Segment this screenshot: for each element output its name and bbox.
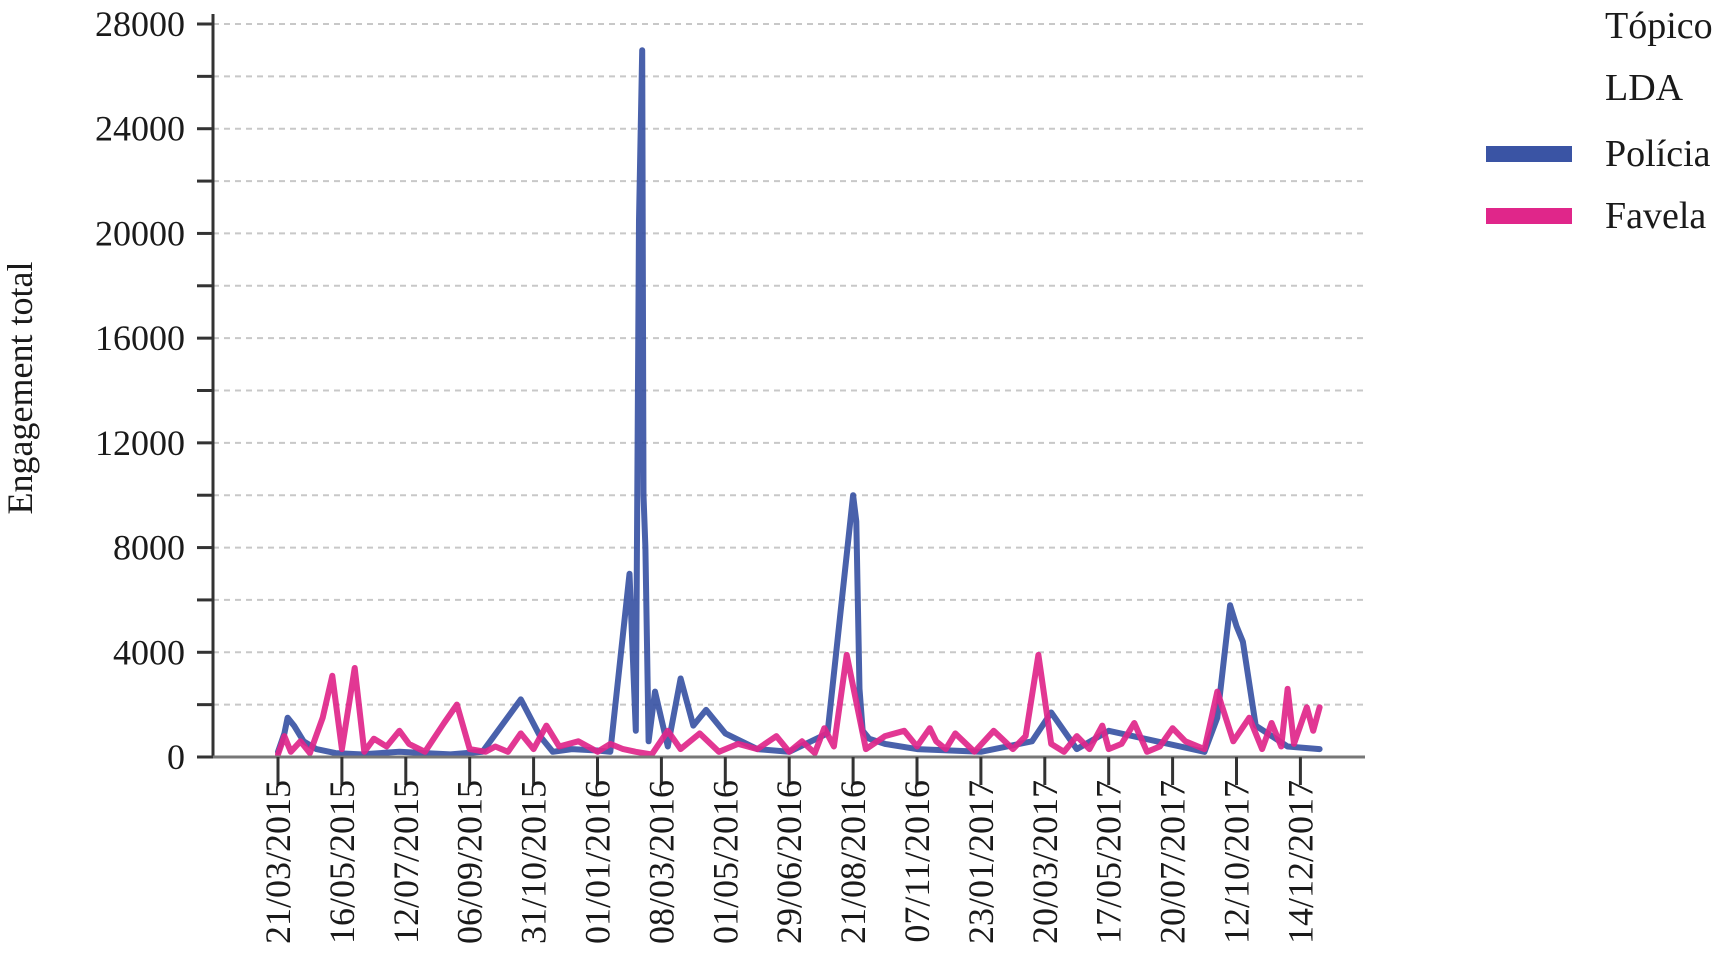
x-tick-label: 07/11/2016	[897, 780, 937, 943]
x-tick-label: 21/03/2015	[258, 780, 298, 944]
x-tick-label: 17/05/2017	[1089, 780, 1129, 944]
legend-title: Tópico	[1605, 5, 1713, 47]
legend: Tópico LDA Polícia Favela	[1486, 5, 1713, 237]
x-tick-label: 01/01/2016	[578, 780, 618, 944]
y-tick-label: 24000	[95, 109, 185, 149]
y-axis-title: Engagement total	[0, 262, 40, 515]
y-tick-label: 20000	[95, 213, 185, 253]
legend-subtitle: LDA	[1605, 67, 1684, 109]
x-axis-ticks: 21/03/2015 16/05/2015 12/07/2015 06/09/2015…	[258, 757, 1320, 944]
x-tick-label: 12/07/2015	[386, 780, 426, 944]
y-tick-label: 0	[167, 737, 185, 777]
x-tick-label: 14/12/2017	[1280, 780, 1320, 944]
y-axis-ticks: 0 4000 8000 12000 16000 20000 24000 28000	[95, 4, 213, 777]
series-line-favela	[275, 651, 1323, 758]
axes	[211, 14, 1365, 759]
legend-label-favela: Favela	[1605, 195, 1706, 237]
x-tick-label: 20/03/2017	[1025, 780, 1065, 944]
x-tick-label: 23/01/2017	[961, 780, 1001, 944]
y-tick-label: 12000	[95, 423, 185, 463]
y-tick-label: 28000	[95, 4, 185, 44]
series-lines	[275, 47, 1323, 758]
x-tick-label: 29/06/2016	[769, 780, 809, 944]
x-tick-label: 31/10/2015	[514, 780, 554, 944]
x-tick-label: 01/05/2016	[705, 780, 745, 944]
series-line-policia	[275, 47, 1323, 758]
x-tick-label: 06/09/2015	[450, 780, 490, 944]
x-tick-label: 08/03/2016	[641, 780, 681, 944]
x-tick-label: 16/05/2015	[322, 780, 362, 944]
y-tick-label: 4000	[113, 632, 185, 672]
y-tick-label: 16000	[95, 318, 185, 358]
x-tick-label: 12/10/2017	[1217, 780, 1257, 944]
legend-swatch-policia	[1486, 146, 1572, 162]
x-tick-label: 21/08/2016	[833, 780, 873, 944]
grid-lines	[213, 23, 1365, 706]
y-tick-label: 8000	[113, 528, 185, 568]
legend-swatch-favela	[1486, 208, 1572, 224]
legend-label-policia: Polícia	[1605, 133, 1711, 175]
x-tick-label: 20/07/2017	[1153, 780, 1193, 944]
